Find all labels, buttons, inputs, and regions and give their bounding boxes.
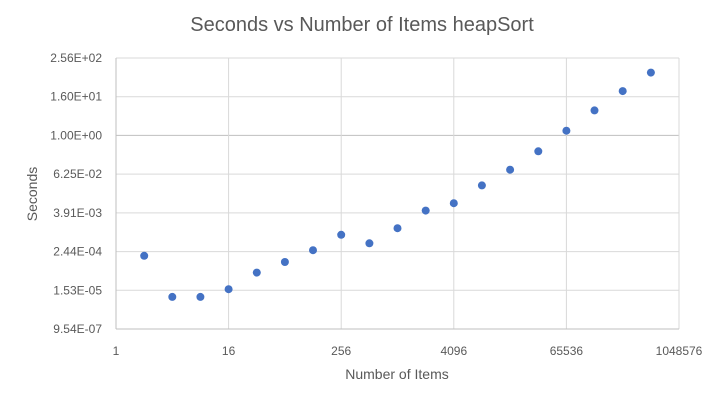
data-point xyxy=(477,181,486,190)
data-points xyxy=(140,68,655,301)
y-tick-label: 2.44E-04 xyxy=(53,245,102,259)
x-tick-labels: 1 16 256 4096 65536 1048576 xyxy=(113,344,703,358)
data-point xyxy=(646,68,655,77)
x-axis-title: Number of Items xyxy=(345,366,448,382)
data-point xyxy=(168,292,177,301)
x-tick-label: 1048576 xyxy=(656,344,703,358)
x-tick-label: 4096 xyxy=(440,344,467,358)
data-point xyxy=(534,147,543,156)
data-point xyxy=(309,246,317,255)
y-tick-label: 1.00E+00 xyxy=(50,128,102,142)
axes xyxy=(115,58,679,330)
data-point xyxy=(280,258,289,266)
data-point xyxy=(449,199,458,208)
data-point xyxy=(506,165,515,174)
y-tick-labels: 9.54E-07 1.53E-05 2.44E-04 3.91E-03 6.25E-02… xyxy=(50,51,102,336)
data-point xyxy=(140,251,149,260)
x-tick-label: 1 xyxy=(113,344,120,358)
data-point xyxy=(618,87,627,96)
x-tick-label: 16 xyxy=(222,344,236,358)
y-tick-label: 3.91E-03 xyxy=(53,206,102,220)
y-tick-label: 1.53E-05 xyxy=(53,283,102,297)
chart-title: Seconds vs Number of Items heapSort xyxy=(190,14,534,36)
data-point xyxy=(365,239,374,248)
data-point xyxy=(224,285,233,294)
data-point xyxy=(590,106,599,115)
y-tick-label: 9.54E-07 xyxy=(53,322,102,336)
data-point xyxy=(337,230,346,239)
data-point xyxy=(196,292,205,301)
y-tick-label: 6.25E-02 xyxy=(53,167,102,181)
data-point xyxy=(421,206,430,215)
x-tick-label: 256 xyxy=(331,344,351,358)
y-tick-label: 2.56E+02 xyxy=(50,51,102,65)
x-tick-label: 65536 xyxy=(550,344,584,358)
y-tick-label: 1.60E+01 xyxy=(50,90,102,104)
data-point xyxy=(562,126,571,135)
gridlines xyxy=(116,57,680,329)
data-point xyxy=(393,224,402,233)
data-point xyxy=(252,268,261,277)
y-axis-title: Seconds xyxy=(24,167,40,221)
